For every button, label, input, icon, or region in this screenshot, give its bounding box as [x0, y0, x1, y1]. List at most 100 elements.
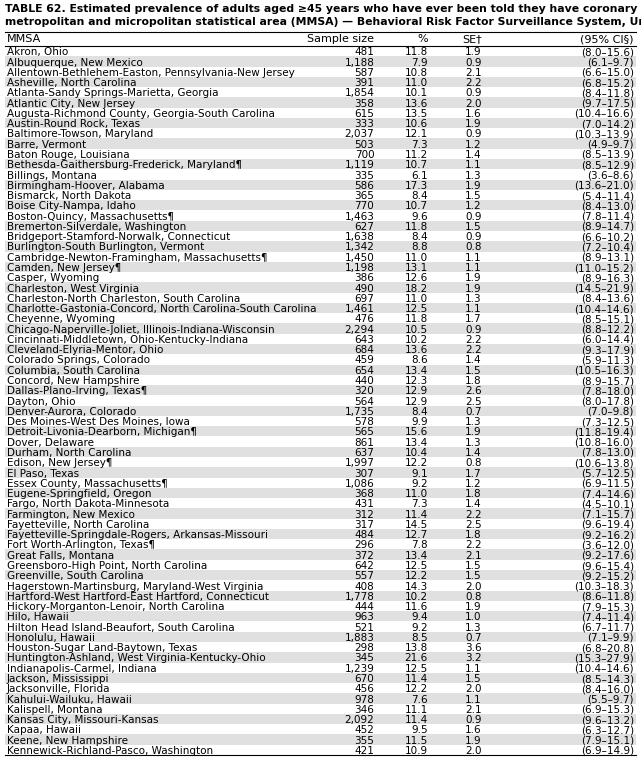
- Bar: [5, 673, 636, 683]
- Text: (7.1–9.9): (7.1–9.9): [588, 633, 634, 643]
- Text: 627: 627: [354, 222, 374, 232]
- Text: TABLE 62. Estimated prevalence of adults aged ≥45 years who have ever been told : TABLE 62. Estimated prevalence of adults…: [5, 4, 641, 14]
- Text: 1.8: 1.8: [465, 489, 481, 499]
- Bar: [5, 611, 636, 622]
- Text: 8.6: 8.6: [412, 356, 428, 366]
- Bar: [5, 200, 636, 211]
- Text: 1.6: 1.6: [465, 725, 481, 736]
- Bar: [5, 632, 636, 642]
- Bar: [5, 570, 636, 581]
- Text: (8.5–12.9): (8.5–12.9): [581, 160, 634, 170]
- Text: 8.4: 8.4: [412, 191, 428, 201]
- Text: 1.9: 1.9: [465, 119, 481, 129]
- Text: 2.2: 2.2: [465, 540, 481, 550]
- Text: (7.9–15.3): (7.9–15.3): [581, 602, 634, 612]
- Text: 1.4: 1.4: [465, 499, 481, 509]
- Text: 7.3: 7.3: [412, 140, 428, 150]
- Text: 2.2: 2.2: [465, 335, 481, 345]
- Text: 476: 476: [354, 315, 374, 325]
- Text: Colorado Springs, Colorado: Colorado Springs, Colorado: [7, 356, 150, 366]
- Text: 17.3: 17.3: [404, 181, 428, 191]
- Text: 861: 861: [354, 438, 374, 448]
- Text: (4.9–9.7): (4.9–9.7): [588, 140, 634, 150]
- Text: (10.3–18.3): (10.3–18.3): [574, 581, 634, 591]
- Text: 484: 484: [354, 530, 374, 540]
- Text: (10.4–16.6): (10.4–16.6): [574, 109, 634, 119]
- Text: (10.4–14.6): (10.4–14.6): [574, 304, 634, 314]
- Text: (6.9–11.5): (6.9–11.5): [581, 479, 634, 489]
- Text: 1.3: 1.3: [465, 170, 481, 181]
- Text: Bremerton-Silverdale, Washington: Bremerton-Silverdale, Washington: [7, 222, 187, 232]
- Text: 1,239: 1,239: [344, 663, 374, 674]
- Text: 372: 372: [354, 551, 374, 561]
- Text: Cincinnati-Middletown, Ohio-Kentucky-Indiana: Cincinnati-Middletown, Ohio-Kentucky-Ind…: [7, 335, 248, 345]
- Text: 1.5: 1.5: [465, 572, 481, 581]
- Text: 320: 320: [354, 386, 374, 396]
- Text: 12.2: 12.2: [404, 458, 428, 468]
- Text: 307: 307: [354, 468, 374, 479]
- Text: (10.3–13.9): (10.3–13.9): [574, 129, 634, 139]
- Bar: [5, 365, 636, 375]
- Text: 503: 503: [354, 140, 374, 150]
- Text: (8.9–14.7): (8.9–14.7): [581, 222, 634, 232]
- Text: Barre, Vermont: Barre, Vermont: [7, 140, 86, 150]
- Text: (3.6–12.0): (3.6–12.0): [581, 540, 634, 550]
- Text: Boston-Quincy, Massachusetts¶: Boston-Quincy, Massachusetts¶: [7, 211, 174, 222]
- Text: (8.4–11.8): (8.4–11.8): [581, 88, 634, 98]
- Text: 642: 642: [354, 561, 374, 571]
- Bar: [5, 549, 636, 560]
- Text: (8.5–15.1): (8.5–15.1): [581, 315, 634, 325]
- Text: 12.9: 12.9: [404, 397, 428, 407]
- Text: 9.2: 9.2: [412, 622, 428, 632]
- Text: 1,854: 1,854: [344, 88, 374, 98]
- Text: 12.5: 12.5: [404, 663, 428, 674]
- Text: 1,188: 1,188: [344, 58, 374, 68]
- Text: 1,342: 1,342: [344, 242, 374, 252]
- Text: 1.8: 1.8: [465, 376, 481, 386]
- Text: Dayton, Ohio: Dayton, Ohio: [7, 397, 76, 407]
- Bar: [5, 447, 636, 457]
- Text: 333: 333: [354, 119, 374, 129]
- Text: 345: 345: [354, 654, 374, 663]
- Text: 0.7: 0.7: [465, 633, 481, 643]
- Text: Bismarck, North Dakota: Bismarck, North Dakota: [7, 191, 131, 201]
- Text: 0.9: 0.9: [465, 211, 481, 222]
- Text: (13.6–21.0): (13.6–21.0): [574, 181, 634, 191]
- Text: 0.8: 0.8: [465, 242, 481, 252]
- Bar: [5, 97, 636, 108]
- Text: Kahului-Wailuku, Hawaii: Kahului-Wailuku, Hawaii: [7, 695, 132, 705]
- Text: 12.9: 12.9: [404, 386, 428, 396]
- Bar: [5, 118, 636, 128]
- Bar: [5, 344, 636, 354]
- Text: (9.2–17.6): (9.2–17.6): [581, 551, 634, 561]
- Text: 10.2: 10.2: [405, 335, 428, 345]
- Text: 8.4: 8.4: [412, 407, 428, 417]
- Text: 12.2: 12.2: [404, 572, 428, 581]
- Text: 1,461: 1,461: [344, 304, 374, 314]
- Text: (7.8–11.4): (7.8–11.4): [581, 211, 634, 222]
- Text: 444: 444: [354, 602, 374, 612]
- Text: 1.9: 1.9: [465, 736, 481, 746]
- Text: (11.8–19.4): (11.8–19.4): [574, 427, 634, 438]
- Text: Billings, Montana: Billings, Montana: [7, 170, 97, 181]
- Text: 1.9: 1.9: [465, 602, 481, 612]
- Text: 615: 615: [354, 109, 374, 119]
- Bar: [5, 159, 636, 169]
- Text: Austin-Round Rock, Texas: Austin-Round Rock, Texas: [7, 119, 140, 129]
- Text: Asheville, North Carolina: Asheville, North Carolina: [7, 78, 137, 88]
- Bar: [5, 303, 636, 313]
- Text: (8.6–11.8): (8.6–11.8): [581, 592, 634, 602]
- Text: Birmingham-Hoover, Alabama: Birmingham-Hoover, Alabama: [7, 181, 165, 191]
- Text: Cambridge-Newton-Framingham, Massachusetts¶: Cambridge-Newton-Framingham, Massachuset…: [7, 253, 267, 263]
- Text: (9.3–17.9): (9.3–17.9): [581, 345, 634, 355]
- Text: 1.1: 1.1: [465, 263, 481, 273]
- Text: SE†: SE†: [462, 34, 481, 44]
- Text: 11.0: 11.0: [405, 489, 428, 499]
- Text: Augusta-Richmond County, Georgia-South Carolina: Augusta-Richmond County, Georgia-South C…: [7, 109, 275, 119]
- Text: 770: 770: [354, 201, 374, 211]
- Text: (6.6–10.2): (6.6–10.2): [581, 233, 634, 242]
- Text: 11.0: 11.0: [405, 294, 428, 304]
- Text: Kennewick-Richland-Pasco, Washington: Kennewick-Richland-Pasco, Washington: [7, 746, 213, 756]
- Text: Bridgeport-Stamford-Norwalk, Connecticut: Bridgeport-Stamford-Norwalk, Connecticut: [7, 233, 230, 242]
- Text: 11.5: 11.5: [404, 736, 428, 746]
